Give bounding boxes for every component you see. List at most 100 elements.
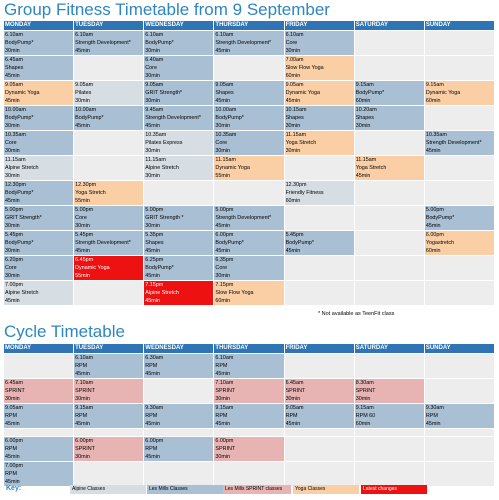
class-time: 9.30am	[145, 405, 164, 411]
class-time: 6.45am	[285, 380, 304, 386]
cycle-table: MONDAY TUESDAY WEDNESDAY THURSDAY FRIDAY SATU…	[2, 343, 496, 487]
class-cell	[2, 428, 75, 437]
class-cell	[283, 428, 355, 437]
class-duration: 55min	[215, 173, 231, 179]
class-cell	[73, 155, 145, 181]
class-name: Strength Development*	[145, 115, 202, 121]
class-cell: 5.00pm GRIT Strength * 30min	[143, 205, 215, 231]
timetable-row: 6.00pm RPM 45min 6.00pm SPRINT 30min 6.00pm RPM…	[2, 436, 496, 462]
class-name: Dynamic Yoga	[75, 265, 110, 271]
class-name: Core	[5, 140, 17, 146]
class-name: RPM	[145, 446, 158, 452]
class-cell: 6.00pm BodyPump* 45min	[213, 230, 285, 256]
day-header-thursday: THURSDAY	[213, 343, 285, 354]
class-cell: 10.00am BodyPump* 30min	[213, 105, 285, 131]
class-duration: 45min	[5, 298, 20, 304]
class-name: SPRINT	[5, 388, 25, 394]
class-name: Alpine Stretch	[145, 290, 179, 296]
class-cell: 6.45am SPRINT 30min	[283, 378, 355, 404]
class-cell	[353, 205, 425, 231]
timetable-row: 11.15am Alpine Stretch 30min 11.15am Alpine …	[2, 155, 496, 181]
class-time: 6.00pm	[215, 232, 234, 238]
class-cell: 11.15am Yoga Stretch 45min	[353, 155, 425, 181]
class-name: SPRINT	[215, 446, 236, 452]
class-cell	[143, 461, 215, 487]
class-duration: 45min	[75, 248, 90, 254]
class-duration: 30min	[215, 148, 231, 154]
class-time: 5.00pm	[5, 207, 23, 213]
class-time: 10.35am	[145, 132, 167, 138]
teenfit-note: * Not available as TeenFit class	[318, 311, 395, 317]
class-duration: 45min	[425, 223, 441, 229]
class-cell: 9.45am Strength Development* 45min	[143, 105, 215, 131]
class-cell	[283, 461, 355, 487]
class-cell: 6.10am Core 30min	[283, 30, 355, 56]
class-cell: 5.35pm Shapes 45min	[143, 230, 215, 256]
class-cell: 11.15am Alpine Stretch 30min	[2, 155, 75, 181]
class-cell: 10.20am Shapes 30min	[353, 105, 425, 131]
class-name: Yoga Stretch	[355, 165, 387, 171]
day-header-friday: FRIDAY	[283, 20, 355, 31]
class-cell: 6.45am Shapes 45min	[2, 55, 75, 81]
class-duration: 30min	[355, 396, 371, 402]
class-duration: 45min	[215, 421, 231, 427]
class-name: BodyPump*	[5, 240, 34, 246]
class-duration: 45min	[75, 48, 90, 54]
class-cell: 7.10am SPRINT 30min	[213, 378, 285, 404]
class-time: 9.05am	[5, 82, 23, 88]
class-name: RPM	[75, 363, 88, 369]
class-name: RPM	[5, 471, 17, 477]
class-name: Core	[145, 65, 157, 71]
class-time: 12.30pm	[75, 182, 97, 188]
class-cell	[353, 55, 425, 81]
class-duration: 30min	[75, 223, 90, 229]
timetable-row: 10.35am Core 30min 10.35am Pilates Express 30…	[2, 130, 496, 156]
class-cell: 7.15pm Slow Flow Yoga 60min	[213, 280, 285, 306]
class-time: 6.45am	[5, 57, 23, 63]
class-duration: 45min	[5, 198, 20, 204]
class-duration: 30min	[145, 98, 160, 104]
class-cell	[423, 436, 496, 462]
class-name: Alpine Stretch	[145, 165, 179, 171]
class-name: RPM	[425, 413, 438, 419]
class-duration: 30min	[5, 396, 20, 402]
class-duration: 45min	[145, 298, 160, 304]
class-duration: 45min	[215, 248, 231, 254]
class-duration: 45min	[145, 123, 160, 129]
class-cell: 6.10am RPM 45min	[73, 353, 145, 379]
day-header-saturday: SATURDAY	[353, 20, 425, 31]
class-time: 6.25pm	[145, 257, 164, 263]
class-name: Strength Development*	[215, 40, 272, 46]
class-cell: 7.15pm Alpine Stretch 45min	[143, 280, 215, 306]
class-cell: 12.30pm Yoga Stretch 55min	[73, 180, 145, 206]
class-duration: 45min	[145, 421, 160, 427]
class-time: 6.40am	[145, 57, 164, 63]
class-cell: 10.35am Strength Development* 45min	[423, 130, 496, 156]
class-cell: 11.15am Dynamic Yoga 55min	[213, 155, 285, 181]
class-time: 10.15am	[285, 107, 307, 113]
class-time: 7.00pm	[5, 463, 23, 469]
class-cell: 9.05am Dynamic Yoga 45min	[283, 80, 355, 106]
class-name: BodyPump*	[5, 40, 34, 46]
day-header-sunday: SUNDAY	[423, 343, 496, 354]
class-time: 5.00pm	[75, 207, 94, 213]
class-cell: 5.00pm Core 30min	[73, 205, 145, 231]
class-duration: 30min	[145, 48, 160, 54]
class-duration: 45min	[285, 248, 301, 254]
day-header-wednesday: WEDNESDAY	[143, 20, 215, 31]
class-cell	[353, 428, 425, 437]
class-cell	[283, 436, 355, 462]
class-duration: 60min	[285, 198, 301, 204]
class-duration: 30min	[215, 396, 231, 402]
class-duration: 45min	[75, 371, 90, 377]
class-name: GRIT Strength*	[145, 90, 183, 96]
class-name: SPRINT	[285, 388, 306, 394]
class-duration: 60min	[425, 248, 441, 254]
timetable-row: 7.00pm RPM 45min	[2, 461, 496, 487]
class-time: 7.15pm	[215, 282, 234, 288]
class-duration: 30min	[145, 223, 160, 229]
class-time: 6.35pm	[215, 257, 234, 263]
class-cell: 12.30pm BodyPump* 45min	[2, 180, 75, 206]
class-duration: 30min	[145, 73, 160, 79]
class-cell: 6.00pm SPRINT 30min	[73, 436, 145, 462]
